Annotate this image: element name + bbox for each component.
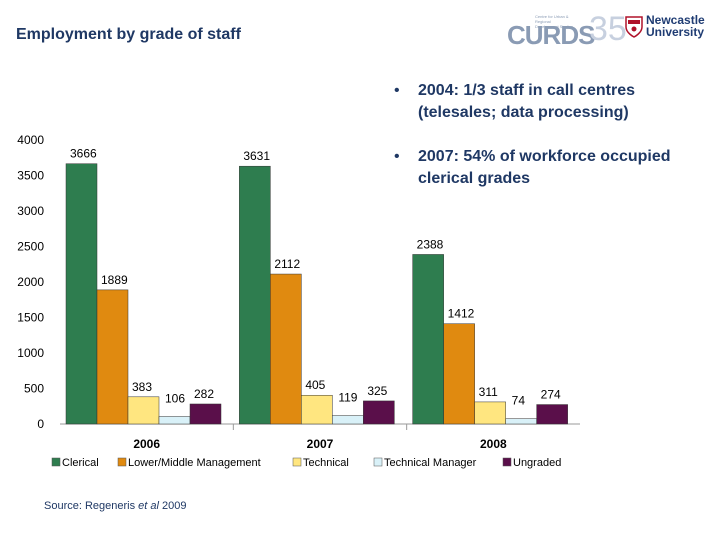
university-logo-line2: University [646,25,705,39]
y-tick-label: 0 [37,417,44,431]
bar [158,416,191,425]
data-label: 3666 [70,147,97,161]
data-label: 1889 [101,273,128,287]
legend-label: Ungraded [513,457,561,469]
legend-swatch [373,457,383,467]
y-tick-label: 2500 [17,240,44,254]
x-category-label: 2008 [480,437,507,451]
bar [301,394,333,425]
source-prefix: Source: Regeneris [44,500,139,512]
y-tick-label: 1500 [17,311,44,325]
legend-swatch [51,457,61,467]
source-note: Source: Regeneris et al 2009 [44,500,187,512]
legend-swatch [502,457,512,467]
university-logo: Newcastle University [646,14,705,38]
source-suffix: 2009 [158,500,187,512]
bar [332,415,364,425]
bar-chart: 0 500 1000 1500 2000 2500 3000 3500 4000 3666 1889… [17,133,580,469]
bar [363,400,395,425]
bar [412,254,444,425]
y-tick-label: 500 [24,382,44,396]
data-label: 1412 [448,307,475,321]
legend-label: Technical Manager [384,457,477,469]
data-label: 282 [194,387,214,401]
logo-area: Centre for Urban & Regional Development … [505,8,715,50]
y-tick-label: 4000 [17,133,44,147]
x-category-label: 2006 [133,437,160,451]
data-label: 2112 [274,257,300,271]
bullet-item: • 2007: 54% of workforce occupied cleric… [394,146,694,190]
bullet-marker: • [394,148,400,165]
source-italic: et al [138,500,159,512]
legend-swatch [292,457,302,467]
y-tick-label: 2000 [17,275,44,289]
bar [505,418,537,425]
x-category-label: 2007 [307,437,334,451]
bullet-text: 2004: 1/3 staff in call centres (telesal… [418,82,635,121]
university-logo-line1: Newcastle [646,13,705,27]
bar [65,163,98,425]
bullet-item: • 2004: 1/3 staff in call centres (teles… [394,80,694,124]
y-tick-label: 3500 [17,169,44,183]
bullet-list: • 2004: 1/3 staff in call centres (teles… [394,80,694,212]
bar [239,165,271,425]
bar [443,323,475,425]
data-label: 3631 [243,149,270,163]
bar [270,273,302,425]
curds-logo: CURDS [507,20,595,50]
curds-logo-small-text: Centre for Urban & Regional Development … [535,14,574,29]
university-shield-icon [625,16,643,38]
curds-35-logo: 35 [589,10,627,48]
y-tick-label: 3000 [17,204,44,218]
data-label: 119 [338,391,357,405]
legend-label: Technical [303,457,349,469]
bar [474,401,506,425]
data-label: 74 [512,394,526,408]
data-label: 311 [479,385,498,399]
y-tick-label: 1000 [17,346,44,360]
data-label: 274 [541,388,561,402]
legend-label: Clerical [62,457,99,469]
bullet-marker: • [394,82,400,99]
data-label: 2388 [417,237,444,251]
data-label: 325 [367,384,387,398]
legend-label: Lower/Middle Management [128,457,261,469]
bar [127,396,160,425]
bar [536,404,568,425]
bar [189,403,222,425]
data-label: 383 [132,380,152,394]
slide-title: Employment by grade of staff [16,26,241,43]
bar [96,289,129,425]
data-label: 405 [305,378,325,392]
data-label: 106 [165,391,185,405]
legend-swatch [117,457,127,467]
bullet-text: 2007: 54% of workforce occupied clerical… [418,148,671,187]
